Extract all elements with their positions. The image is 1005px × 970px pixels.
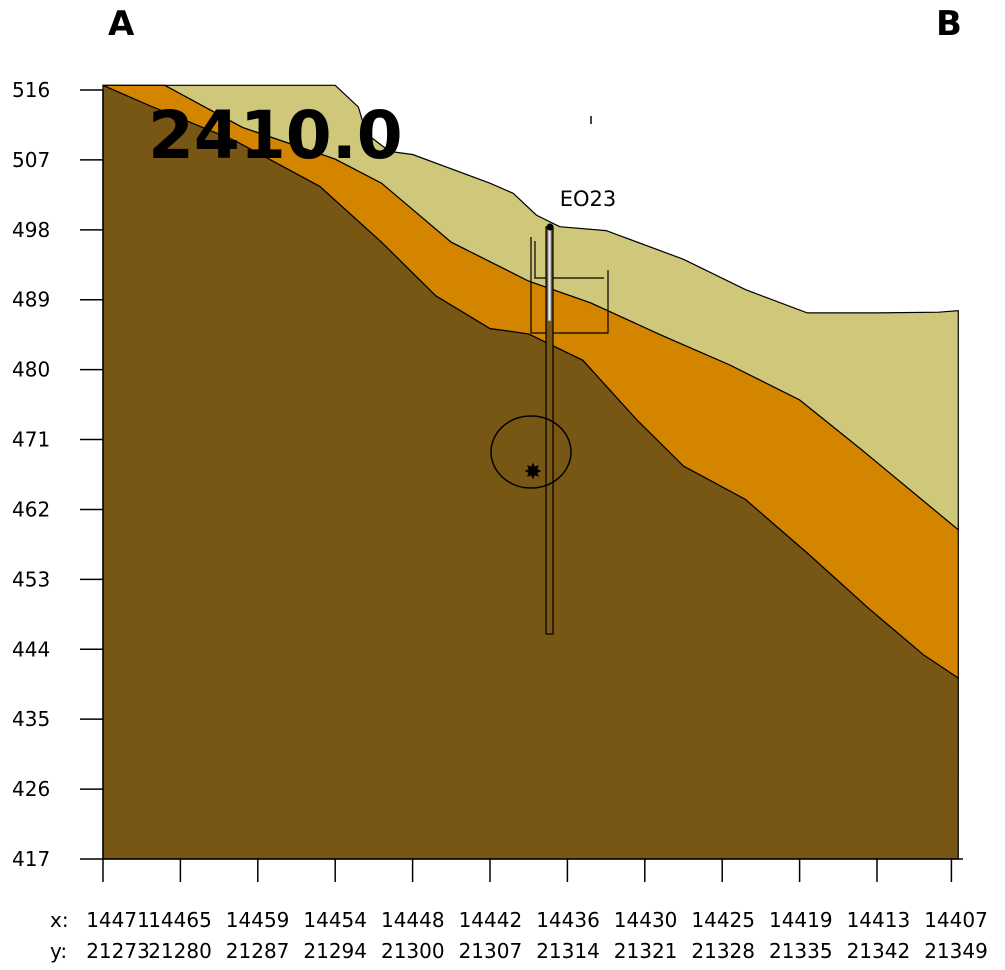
sample-star-icon: ✸ [524,460,542,485]
coordinate-prefix: y: [50,939,67,963]
x-coordinate-label: 21314 [536,939,600,963]
excavation-box [530,237,609,334]
y-tick-label: 489 [12,288,50,312]
section-number-label: 2410.0 [148,97,403,174]
borehole-eo23: EO23 ✸ [490,116,617,635]
x-coordinate-label: 21307 [459,939,523,963]
section-start-label: A [108,4,135,44]
coordinate-prefix: x: [50,908,69,932]
x-coordinate-label: 14471 [86,908,150,932]
y-tick-label: 498 [12,218,50,242]
x-ticks [102,859,953,882]
x-coordinate-label: 14413 [847,908,911,932]
y-tick-label: 462 [12,497,50,521]
x-coordinate-label: 14465 [148,908,212,932]
y-tick-label: 516 [12,78,50,102]
x-coordinate-label: 21342 [847,939,911,963]
excavation-inner-line [534,241,604,279]
geology-layers [102,84,959,860]
axes: 516 507 498 489 480 471 462 453 444 435 426 417 144… [12,78,988,963]
x-coordinate-label: 21273 [86,939,150,963]
x-coordinate-label: 14419 [769,908,833,932]
y-tick-label: 435 [12,707,50,731]
x-coordinate-label: 21294 [303,939,367,963]
x-coordinate-label: 21280 [148,939,212,963]
x-coordinate-label: 21328 [691,939,755,963]
y-tick-label: 507 [12,148,50,172]
x-coordinate-label: 21349 [924,939,988,963]
x-coordinate-label: 21335 [769,939,833,963]
sample-ellipse [490,415,572,489]
x-coordinate-label: 14425 [691,908,755,932]
borehole-label: EO23 [560,187,617,211]
x-coordinate-label: 14454 [303,908,367,932]
x-coordinate-label: 21300 [381,939,445,963]
x-coordinate-label: 14407 [924,908,988,932]
top-layer [103,84,959,531]
y-tick-label: 417 [12,847,50,871]
section-end-label: B [936,4,962,44]
y-tick-label: 453 [12,567,50,591]
borehole-top-marker [546,223,554,231]
x-coordinate-label: 14442 [459,908,523,932]
y-tick-label: 480 [12,358,50,382]
x-coordinate-label: 21321 [614,939,678,963]
x-coordinate-label: 14436 [536,908,600,932]
x-coordinate-label: 21287 [226,939,290,963]
x-coordinate-label: 14448 [381,908,445,932]
y-tick-label: 444 [12,637,50,661]
x-coordinate-label: 14459 [226,908,290,932]
y-tick-label: 471 [12,428,50,452]
y-ticks: 516 507 498 489 480 471 462 453 444 435 426 417 [12,78,103,871]
x-coordinate-label: 14430 [614,908,678,932]
y-tick-label: 426 [12,777,50,801]
borehole-liner [547,227,552,322]
